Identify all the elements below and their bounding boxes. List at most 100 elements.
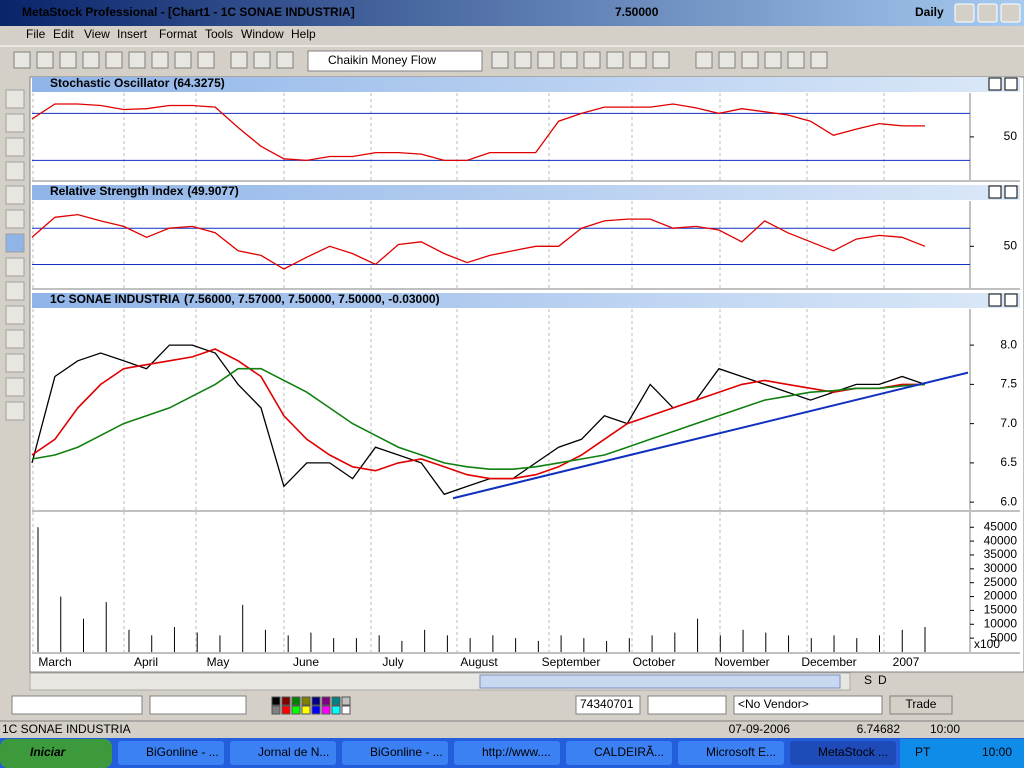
nav-button[interactable]: D bbox=[878, 673, 887, 687]
tool-button[interactable] bbox=[5, 329, 25, 349]
toolbar-button[interactable] bbox=[810, 51, 828, 69]
toolbar-button[interactable] bbox=[787, 51, 805, 69]
task-button[interactable] bbox=[678, 741, 784, 765]
color-swatch[interactable] bbox=[311, 696, 321, 706]
color-swatch[interactable] bbox=[341, 696, 351, 706]
task-button[interactable] bbox=[342, 741, 448, 765]
toolbar-button[interactable] bbox=[741, 51, 759, 69]
tool-button[interactable] bbox=[5, 377, 25, 397]
toolbar-button[interactable] bbox=[82, 51, 100, 69]
color-swatch[interactable] bbox=[271, 696, 281, 706]
task-label[interactable]: Jornal de N... bbox=[258, 745, 329, 759]
clock: 10:00 bbox=[982, 745, 1012, 759]
task-button[interactable] bbox=[118, 741, 224, 765]
start-label[interactable]: Iniciar bbox=[30, 745, 67, 759]
task-label[interactable]: http://www.... bbox=[482, 745, 551, 759]
toolbar-button[interactable] bbox=[514, 51, 532, 69]
menu-item[interactable]: Insert bbox=[117, 27, 148, 41]
panel-close[interactable] bbox=[1004, 293, 1018, 307]
color-swatch[interactable] bbox=[321, 696, 331, 706]
line-style-combo[interactable] bbox=[11, 695, 143, 715]
toolbar-button[interactable] bbox=[718, 51, 736, 69]
task-label[interactable]: CALDEIRÃ... bbox=[594, 745, 664, 759]
toolbar-button[interactable] bbox=[13, 51, 31, 69]
tool-button[interactable] bbox=[5, 185, 25, 205]
toolbar-button[interactable] bbox=[606, 51, 624, 69]
tool-button[interactable] bbox=[5, 281, 25, 301]
tool-button[interactable] bbox=[5, 161, 25, 181]
toolbar-button[interactable] bbox=[276, 51, 294, 69]
color-swatch[interactable] bbox=[281, 705, 291, 715]
tool-button[interactable] bbox=[5, 113, 25, 133]
color-swatch[interactable] bbox=[271, 705, 281, 715]
toolbar-button[interactable] bbox=[230, 51, 248, 69]
window-button[interactable] bbox=[1000, 3, 1021, 23]
menu-item[interactable]: Tools bbox=[205, 27, 233, 41]
toolbar-button[interactable] bbox=[560, 51, 578, 69]
tool-button[interactable] bbox=[5, 233, 25, 253]
window-button[interactable] bbox=[954, 3, 975, 23]
panel-button[interactable] bbox=[988, 185, 1002, 199]
task-label[interactable]: MetaStock ... bbox=[818, 745, 888, 759]
indicator-dropdown[interactable] bbox=[307, 50, 483, 72]
tool-button[interactable] bbox=[5, 89, 25, 109]
start-button[interactable] bbox=[0, 739, 112, 768]
toolbar-button[interactable] bbox=[128, 51, 146, 69]
color-swatch[interactable] bbox=[291, 705, 301, 715]
tool-button[interactable] bbox=[5, 353, 25, 373]
panel-button[interactable] bbox=[988, 293, 1002, 307]
tool-button[interactable] bbox=[5, 137, 25, 157]
combo[interactable] bbox=[647, 695, 727, 715]
toolbar-button[interactable] bbox=[197, 51, 215, 69]
toolbar-button[interactable] bbox=[695, 51, 713, 69]
toolbar-button[interactable] bbox=[151, 51, 169, 69]
color-swatch[interactable] bbox=[311, 705, 321, 715]
task-label[interactable]: Microsoft E... bbox=[706, 745, 776, 759]
task-label[interactable]: BiGonline - ... bbox=[370, 745, 443, 759]
task-button[interactable] bbox=[566, 741, 672, 765]
task-button[interactable] bbox=[230, 741, 336, 765]
tool-button[interactable] bbox=[5, 257, 25, 277]
color-swatch[interactable] bbox=[331, 696, 341, 706]
toolbar-button[interactable] bbox=[629, 51, 647, 69]
menu-item[interactable]: Window bbox=[241, 27, 284, 41]
task-button[interactable] bbox=[790, 741, 896, 765]
color-swatch[interactable] bbox=[321, 705, 331, 715]
tool-button[interactable] bbox=[5, 209, 25, 229]
line-style-combo[interactable] bbox=[149, 695, 247, 715]
toolbar-button[interactable] bbox=[537, 51, 555, 69]
panel-close[interactable] bbox=[1004, 77, 1018, 91]
trade-button[interactable] bbox=[889, 695, 953, 715]
tool-button[interactable] bbox=[5, 305, 25, 325]
panel-close[interactable] bbox=[1004, 185, 1018, 199]
menu-item[interactable]: View bbox=[84, 27, 110, 41]
color-swatch[interactable] bbox=[331, 705, 341, 715]
scroll-thumb[interactable] bbox=[479, 674, 841, 689]
color-swatch[interactable] bbox=[301, 705, 311, 715]
task-button[interactable] bbox=[454, 741, 560, 765]
toolbar-button[interactable] bbox=[583, 51, 601, 69]
toolbar-button[interactable] bbox=[253, 51, 271, 69]
tool-button[interactable] bbox=[5, 401, 25, 421]
menu-item[interactable]: Format bbox=[159, 27, 198, 41]
panel-button[interactable] bbox=[988, 77, 1002, 91]
toolbar-button[interactable] bbox=[491, 51, 509, 69]
menu-item[interactable]: Help bbox=[291, 27, 316, 41]
toolbar-button[interactable] bbox=[105, 51, 123, 69]
toolbar-button[interactable] bbox=[652, 51, 670, 69]
toolbar-button[interactable] bbox=[36, 51, 54, 69]
color-swatch[interactable] bbox=[281, 696, 291, 706]
color-swatch[interactable] bbox=[301, 696, 311, 706]
toolbar-button[interactable] bbox=[174, 51, 192, 69]
menu-item[interactable]: Edit bbox=[53, 27, 74, 41]
toolbar-button[interactable] bbox=[59, 51, 77, 69]
task-label[interactable]: BiGonline - ... bbox=[146, 745, 219, 759]
toolbar-button[interactable] bbox=[764, 51, 782, 69]
trade-label[interactable]: Trade bbox=[906, 697, 937, 711]
vendor-combo[interactable] bbox=[733, 695, 883, 715]
color-swatch[interactable] bbox=[341, 705, 351, 715]
window-button[interactable] bbox=[977, 3, 998, 23]
menu-item[interactable]: File bbox=[26, 27, 46, 41]
nav-button[interactable]: S bbox=[864, 673, 872, 687]
color-swatch[interactable] bbox=[291, 696, 301, 706]
